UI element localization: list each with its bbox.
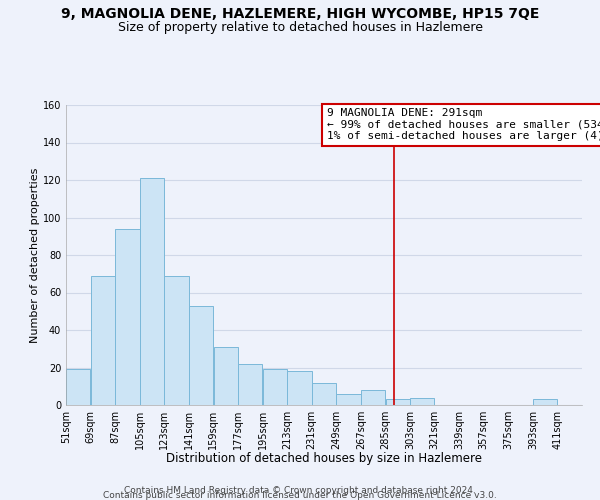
Bar [287, 371, 311, 405]
Bar [386, 400, 410, 405]
Bar [164, 276, 188, 405]
Bar [263, 370, 287, 405]
Bar [533, 400, 557, 405]
Bar [361, 390, 385, 405]
Text: 9, MAGNOLIA DENE, HAZLEMERE, HIGH WYCOMBE, HP15 7QE: 9, MAGNOLIA DENE, HAZLEMERE, HIGH WYCOMB… [61, 8, 539, 22]
Bar [115, 229, 140, 405]
Bar [189, 306, 213, 405]
Bar [140, 178, 164, 405]
Bar [337, 394, 361, 405]
Text: Contains HM Land Registry data © Crown copyright and database right 2024.: Contains HM Land Registry data © Crown c… [124, 486, 476, 495]
Text: Contains public sector information licensed under the Open Government Licence v3: Contains public sector information licen… [103, 491, 497, 500]
Text: Size of property relative to detached houses in Hazlemere: Size of property relative to detached ho… [118, 21, 482, 34]
Bar [91, 276, 115, 405]
Bar [66, 370, 91, 405]
X-axis label: Distribution of detached houses by size in Hazlemere: Distribution of detached houses by size … [166, 452, 482, 465]
Bar [214, 347, 238, 405]
Bar [312, 382, 336, 405]
Bar [410, 398, 434, 405]
Bar [238, 364, 262, 405]
Text: 9 MAGNOLIA DENE: 291sqm
← 99% of detached houses are smaller (534)
1% of semi-de: 9 MAGNOLIA DENE: 291sqm ← 99% of detache… [326, 108, 600, 141]
Y-axis label: Number of detached properties: Number of detached properties [30, 168, 40, 342]
